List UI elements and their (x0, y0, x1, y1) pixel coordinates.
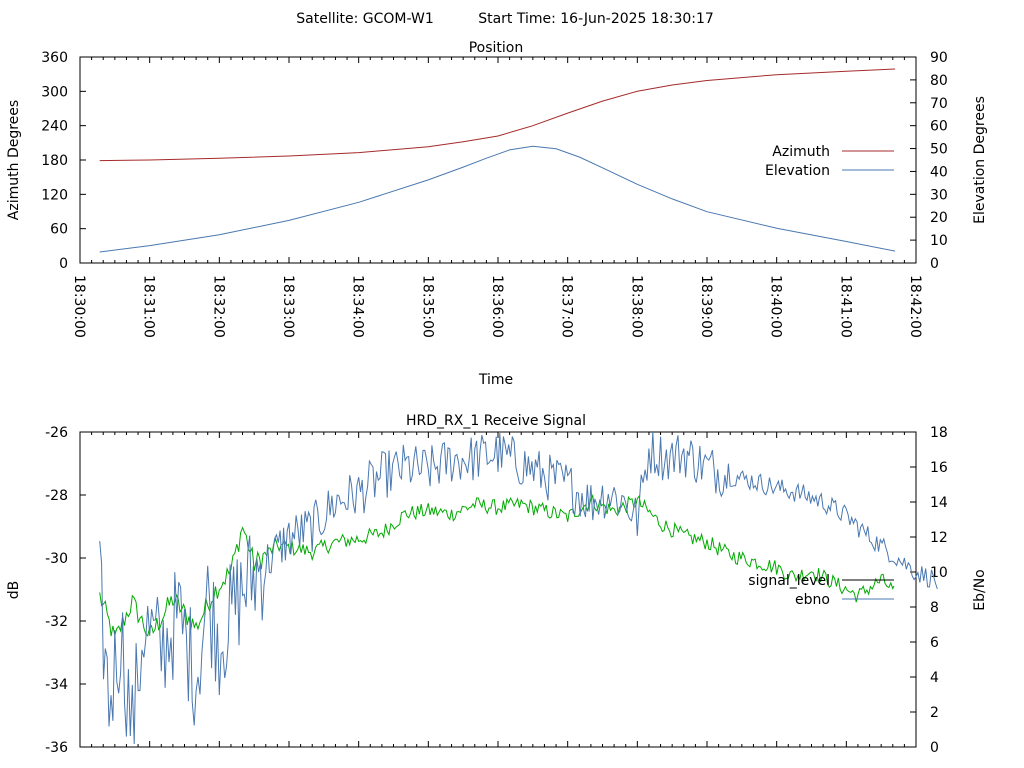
legend-ebno-label: ebno (795, 592, 830, 608)
y2-tick-label: 40 (930, 164, 948, 180)
receive-signal-legend: signal_level ebno (748, 573, 894, 608)
x-tick-label: 18:42:00 (907, 275, 923, 338)
y2-tick-label: 12 (930, 530, 948, 546)
y2-tick-label: 80 (930, 73, 948, 89)
receive-signal-title: HRD_RX_1 Receive Signal (406, 413, 586, 429)
legend-azimuth-label: Azimuth (772, 144, 830, 160)
legend-elevation-label: Elevation (765, 163, 830, 179)
x-tick-label: 18:38:00 (628, 275, 644, 338)
y-tick-label: 60 (50, 222, 68, 238)
position-legend: Azimuth Elevation (765, 144, 894, 179)
y2-tick-label: 16 (930, 460, 948, 476)
y2-tick-label: 6 (930, 635, 939, 651)
series-line-signal-level (99, 493, 895, 637)
y-tick-label: 300 (41, 84, 68, 100)
y2-tick-label: 30 (930, 187, 948, 203)
x-tick-label: 18:41:00 (837, 275, 853, 338)
y-tick-label: 180 (41, 153, 68, 169)
y-tick-label: -34 (45, 677, 68, 693)
y2-tick-label: 18 (930, 425, 948, 441)
y2-tick-label: 14 (930, 495, 948, 511)
position-y2-ticks: 0 10 20 30 40 50 60 70 80 90 (910, 50, 948, 272)
receive-signal-y-axis-label: dB (6, 581, 22, 600)
y2-tick-label: 0 (930, 740, 939, 756)
x-tick-label: 18:39:00 (698, 275, 714, 338)
series-line-elevation (99, 145, 896, 253)
x-tick-label: 18:34:00 (350, 275, 366, 338)
series-line-ebno (99, 431, 938, 745)
y2-tick-label: 70 (930, 96, 948, 112)
y-tick-label: -32 (45, 614, 68, 630)
y-tick-label: 120 (41, 187, 68, 203)
position-y-ticks: 0 60 120 180 240 300 360 (41, 50, 86, 272)
y-tick-label: -26 (45, 425, 68, 441)
y2-tick-label: 0 (930, 256, 939, 272)
x-tick-label: 18:33:00 (280, 275, 296, 338)
position-chart: Position 18:30:00 18:31:00 18:32:00 18:33:0… (6, 40, 988, 388)
receive-signal-x-ticks (79, 432, 917, 747)
y-tick-label: 240 (41, 119, 68, 135)
start-time-label: Start Time: 16-Jun-2025 18:30:17 (478, 11, 714, 27)
x-tick-label: 18:40:00 (768, 275, 784, 338)
y2-tick-label: 10 (930, 565, 948, 581)
y2-tick-label: 60 (930, 119, 948, 135)
y2-tick-label: 50 (930, 142, 948, 158)
y-tick-label: -36 (45, 740, 68, 756)
y-tick-label: -30 (45, 551, 68, 567)
receive-signal-y2-ticks: 0 2 4 6 8 10 12 14 16 18 (910, 425, 948, 756)
x-tick-label: 18:31:00 (141, 275, 157, 338)
x-tick-label: 18:30:00 (71, 275, 87, 338)
x-tick-label: 18:37:00 (559, 275, 575, 338)
x-tick-label: 18:36:00 (489, 275, 505, 338)
y2-tick-label: 90 (930, 50, 948, 66)
y-tick-label: -28 (45, 488, 68, 504)
y2-tick-label: 2 (930, 705, 939, 721)
x-tick-label: 18:32:00 (210, 275, 226, 338)
x-tick-label: 18:35:00 (419, 275, 435, 338)
position-series (99, 68, 896, 253)
position-x-ticks: 18:30:00 18:31:00 18:32:00 18:33:00 18:34:00… (71, 57, 923, 338)
receive-signal-chart: HRD_RX_1 Receive Signal -36-34-32-30-28-… (6, 413, 988, 756)
y2-tick-label: 4 (930, 670, 939, 686)
position-y-axis-label: Azimuth Degrees (6, 100, 22, 220)
y-tick-label: 0 (59, 256, 68, 272)
position-x-axis-label: Time (478, 372, 513, 388)
satellite-label: Satellite: GCOM-W1 (296, 11, 433, 27)
y2-tick-label: 20 (930, 210, 948, 226)
receive-signal-plot-frame (79, 431, 917, 748)
y-tick-label: 360 (41, 50, 68, 66)
receive-signal-series (99, 431, 938, 745)
position-plot-frame (79, 56, 917, 264)
receive-signal-y-ticks: -36 -34 -32 -30 -28 -26 (45, 425, 86, 756)
y2-tick-label: 10 (930, 233, 948, 249)
legend-signal-level-label: signal_level (748, 573, 830, 589)
series-line-azimuth (99, 68, 896, 162)
position-y2-axis-label: Elevation Degrees (972, 96, 988, 224)
position-title: Position (469, 40, 524, 56)
y2-tick-label: 8 (930, 600, 939, 616)
receive-signal-y2-axis-label: Eb/No (972, 569, 988, 611)
